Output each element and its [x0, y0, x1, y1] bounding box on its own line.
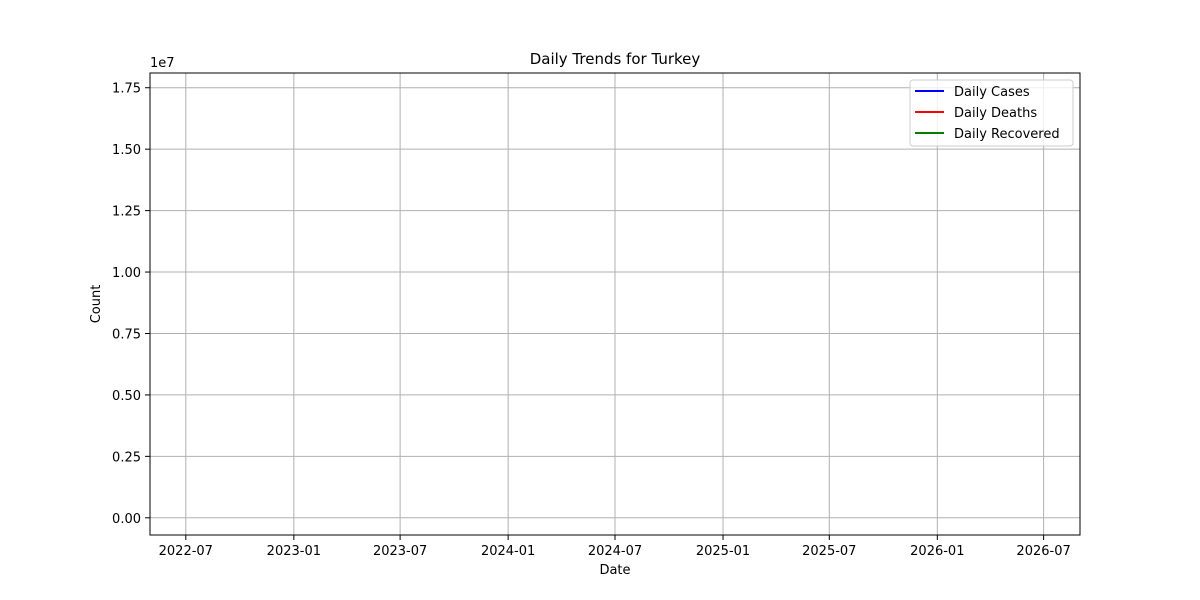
y-tick-label: 1.25 — [112, 205, 141, 220]
y-tick-label: 1.75 — [112, 82, 141, 97]
x-tick-label: 2025-01 — [696, 544, 750, 559]
chart-title: Daily Trends for Turkey — [530, 50, 701, 68]
y-tick-label: 0.50 — [112, 389, 141, 404]
x-axis-label: Date — [599, 563, 630, 578]
y-tick-label: 0.25 — [112, 450, 141, 465]
legend-label: Daily Recovered — [954, 127, 1060, 142]
y-axis: 0.00 0.25 0.50 0.75 1.00 1.25 1.50 1.75 — [112, 82, 150, 527]
y-axis-label: Count — [89, 285, 104, 324]
legend-label: Daily Cases — [954, 85, 1030, 100]
grid — [150, 73, 1080, 535]
x-tick-label: 2025-07 — [802, 544, 856, 559]
y-tick-label: 1.00 — [112, 266, 141, 281]
x-axis: 2022-07 2023-01 2023-07 2024-01 2024-07 2025-… — [159, 535, 1071, 559]
y-tick-label: 0.00 — [112, 512, 141, 527]
x-tick-label: 2026-07 — [1016, 544, 1070, 559]
x-tick-label: 2024-01 — [481, 544, 535, 559]
x-tick-label: 2026-01 — [910, 544, 964, 559]
legend-items: Daily Cases Daily Deaths Daily Recovered — [915, 85, 1060, 142]
x-tick-label: 2023-01 — [267, 544, 321, 559]
legend-box — [909, 79, 1074, 147]
legend-label: Daily Deaths — [954, 106, 1037, 121]
x-tick-label: 2022-07 — [159, 544, 213, 559]
legend: Daily Cases Daily Deaths Daily Recovered — [909, 79, 1074, 147]
x-tick-label: 2023-07 — [373, 544, 427, 559]
y-scale-label: 1e7 — [150, 56, 175, 71]
x-tick-label: 2024-07 — [588, 544, 642, 559]
y-tick-label: 0.75 — [112, 327, 141, 342]
y-tick-label: 1.50 — [112, 143, 141, 158]
